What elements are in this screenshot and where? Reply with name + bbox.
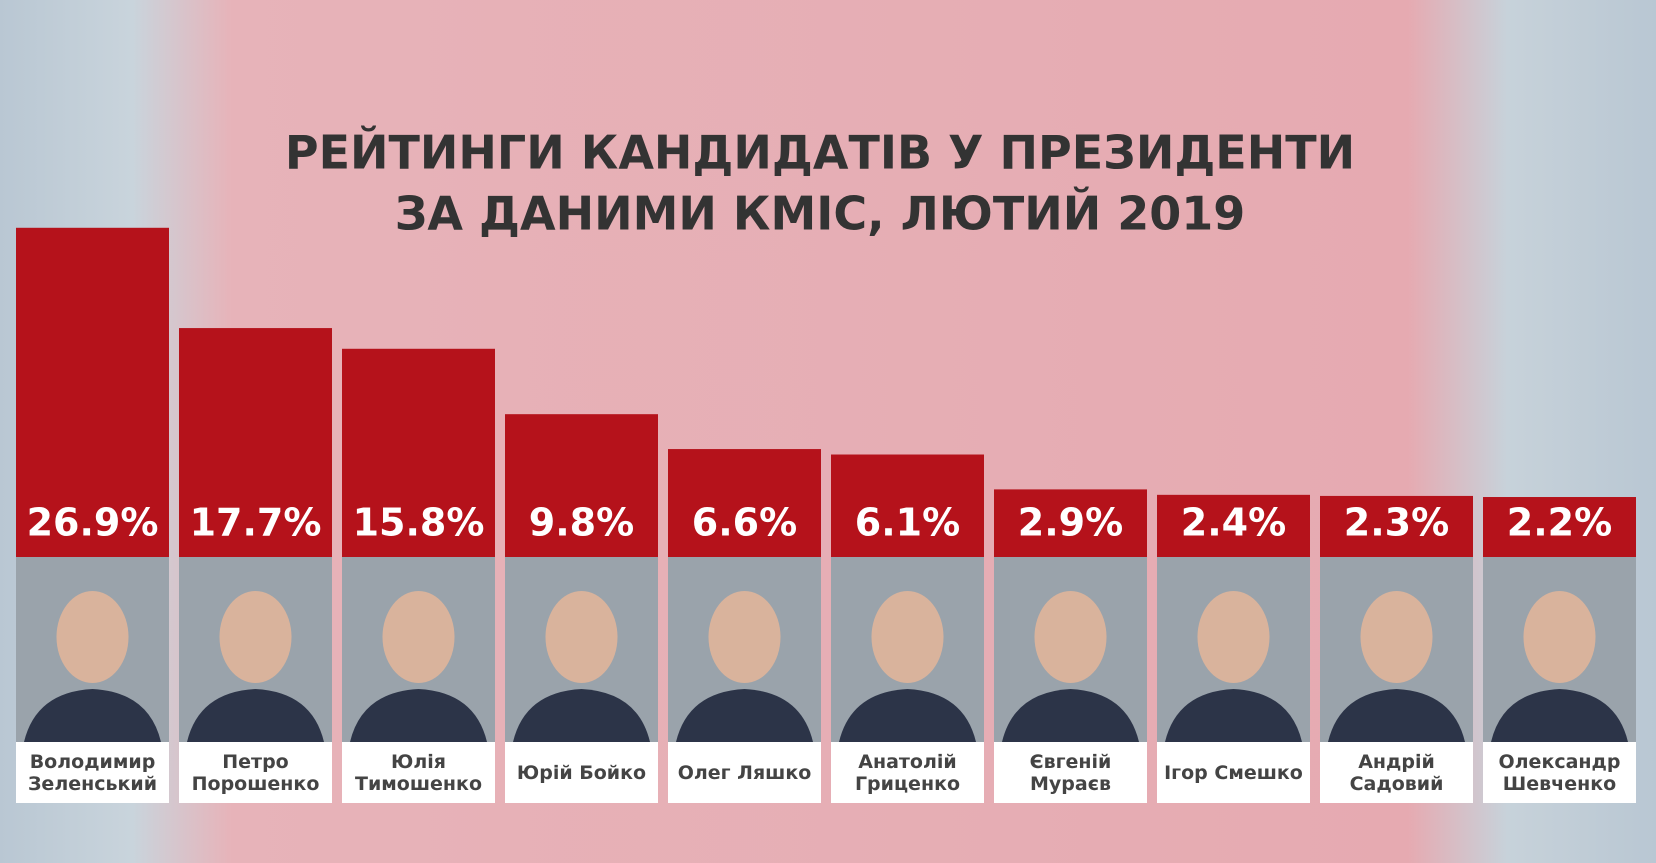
- chart-title: РЕЙТИНГИ КАНДИДАТІВ У ПРЕЗИДЕНТИ: [285, 126, 1355, 180]
- bar: [505, 414, 658, 557]
- value-label: 2.2%: [1507, 501, 1612, 545]
- candidate-name: Анатолій Гриценко: [831, 742, 984, 803]
- bar: [994, 489, 1147, 557]
- value-label: 26.9%: [27, 501, 159, 545]
- bar: [179, 328, 332, 557]
- photo-body: [24, 689, 161, 742]
- bar: [1157, 494, 1310, 557]
- candidate-name: Олег Ляшко: [668, 742, 821, 803]
- photo-head: [871, 591, 944, 683]
- value-label: 6.1%: [855, 501, 960, 545]
- photo-head: [1034, 591, 1107, 683]
- chart-title: ЗА ДАНИМИ КМІС, ЛЮТИЙ 2019: [395, 187, 1246, 241]
- photo-body: [1165, 689, 1302, 742]
- photo-head: [382, 591, 455, 683]
- photo-head: [708, 591, 781, 683]
- bar: [1320, 495, 1473, 557]
- photo-head: [1360, 591, 1433, 683]
- value-label: 2.4%: [1181, 501, 1286, 545]
- candidate-name: Юлія Тимошенко: [342, 742, 495, 803]
- candidate-name: Юрій Бойко: [505, 742, 658, 803]
- photo-body: [350, 689, 487, 742]
- photo-body: [839, 689, 976, 742]
- candidate-name: Андрій Садовий: [1320, 742, 1473, 803]
- photo-head: [1197, 591, 1270, 683]
- value-label: 2.9%: [1018, 501, 1123, 545]
- bar: [668, 449, 821, 557]
- value-label: 2.3%: [1344, 501, 1449, 545]
- photo-body: [1002, 689, 1139, 742]
- bar: [1483, 497, 1636, 557]
- bar: [831, 454, 984, 557]
- value-label: 6.6%: [692, 501, 797, 545]
- photo-head: [545, 591, 618, 683]
- candidate-name: Олександр Шевченко: [1483, 742, 1636, 803]
- photo-head: [56, 591, 129, 683]
- candidate-name: Ігор Смешко: [1157, 742, 1310, 803]
- candidate-name: Володимир Зеленський: [16, 742, 169, 803]
- photo-head: [1523, 591, 1596, 683]
- bar: [16, 227, 169, 558]
- value-label: 17.7%: [190, 501, 322, 545]
- photo-body: [1328, 689, 1465, 742]
- photo-body: [187, 689, 324, 742]
- candidate-name: Євгеній Мураєв: [994, 742, 1147, 803]
- value-label: 9.8%: [529, 501, 634, 545]
- candidate-name: Петро Порошенко: [179, 742, 332, 803]
- value-label: 15.8%: [353, 501, 485, 545]
- photo-body: [1491, 689, 1628, 742]
- photo-body: [513, 689, 650, 742]
- photo-body: [676, 689, 813, 742]
- photo-head: [219, 591, 292, 683]
- bar: [342, 348, 495, 557]
